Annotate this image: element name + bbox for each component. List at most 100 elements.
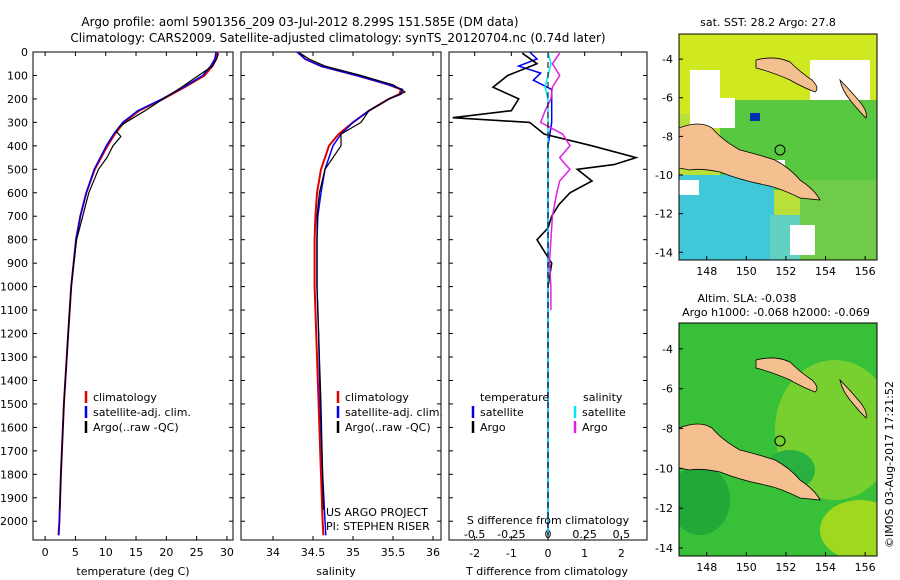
- depth-tick-label: 700: [7, 210, 28, 223]
- depth-tick-label: 1300: [0, 351, 28, 364]
- depth-tick-label: 0: [21, 46, 28, 59]
- depth-tick-label: 1200: [0, 328, 28, 341]
- map-x-tick-label: 148: [696, 561, 717, 574]
- legend-label-s-argo: Argo: [582, 421, 608, 434]
- depth-tick-label: 400: [7, 140, 28, 153]
- x-tick-label: 35.5: [381, 546, 406, 559]
- sst-cloud-mask: [690, 98, 735, 128]
- sla-map-frame: [678, 322, 878, 557]
- salinity-xlabel: salinity: [316, 565, 356, 578]
- land-mass: [755, 57, 818, 93]
- x-tick-label: 2: [618, 547, 625, 560]
- salinity-legend: climatology satellite-adj. clim. Argo(..…: [336, 391, 443, 434]
- salinity-x-axis: 34 34.5 35 35.5 36: [266, 52, 440, 559]
- depth-tick-label: 600: [7, 187, 28, 200]
- land-mass: [839, 78, 867, 119]
- salinity-difference-axis: -0.5-0.2500.250.5: [464, 528, 630, 541]
- salinity-series: [296, 52, 406, 536]
- sla-high-anomaly: [820, 500, 877, 556]
- depth-tick-label: 300: [7, 116, 28, 129]
- map-x-tick-label: 152: [775, 265, 796, 278]
- figure-title-line1: Argo profile: aoml 5901356_209 03-Jul-20…: [81, 15, 518, 29]
- sst-cloud-mask: [690, 70, 720, 100]
- series-line-climatology: [57, 52, 219, 536]
- legend-label-climatology: climatology: [93, 391, 157, 404]
- x-tick-label: 34: [266, 546, 280, 559]
- x-tick-label: 35: [346, 546, 360, 559]
- depth-tick-label: 1500: [0, 398, 28, 411]
- x-tick-label: -2: [469, 547, 480, 560]
- legend-header-temperature: temperature: [480, 391, 549, 404]
- x-tick-label: -1: [506, 547, 517, 560]
- sst-cold-pixel: [750, 113, 760, 121]
- legend-label-satellite: satellite-adj. clim.: [345, 406, 443, 419]
- sla-map-title-line1: Altim. SLA: -0.038: [697, 292, 796, 305]
- argo-position-marker: [774, 144, 786, 156]
- legend-label-climatology: climatology: [345, 391, 409, 404]
- depth-tick-label: 1100: [0, 304, 28, 317]
- map-y-tick-label: -4: [662, 53, 673, 66]
- map-y-tick-label: -14: [655, 246, 673, 259]
- sla-map-title-line2: Argo h1000: -0.068 h2000: -0.069: [682, 306, 870, 319]
- sla-map-axes: 148 150 152 154 156 -4 -6 -8 -10 -12 -14: [655, 343, 876, 574]
- legend-label-argo: Argo(..raw -QC): [345, 421, 431, 434]
- map-x-tick-label: 154: [815, 265, 836, 278]
- series-line-argo-raw-qc-: [299, 52, 406, 510]
- temperature-x-axis: 0 5 10 15 20 25 30: [42, 52, 234, 559]
- x-tick-label: 36: [426, 546, 440, 559]
- sla-low-anomaly: [679, 465, 730, 535]
- depth-tick-label: 1400: [0, 374, 28, 387]
- x-tick-label: 15: [129, 546, 143, 559]
- map-y-tick-label: -12: [655, 208, 673, 221]
- x-tick-label: 0: [42, 546, 49, 559]
- s-difference-tick-label: -0.5: [464, 528, 485, 541]
- map-y-tick-label: -10: [655, 169, 673, 182]
- map-x-tick-label: 150: [736, 265, 757, 278]
- difference-legend-salinity: salinity satellite Argo: [573, 391, 626, 434]
- map-x-tick-label: 156: [855, 561, 876, 574]
- sla-map-image: [679, 323, 877, 556]
- series-line-t-satellite: [516, 52, 553, 536]
- depth-tick-label: 200: [7, 93, 28, 106]
- x-tick-label: 25: [190, 546, 204, 559]
- x-tick-label: 5: [72, 546, 79, 559]
- legend-label-satellite: satellite-adj. clim.: [93, 406, 191, 419]
- series-line-satellite-adj-clim-: [296, 52, 404, 536]
- s-difference-tick-label: 0.25: [572, 528, 597, 541]
- depth-axis: 0 100 200 300 400 500 600 700 800 900 1000 1100 1200…: [0, 46, 647, 528]
- map-x-tick-label: 150: [736, 561, 757, 574]
- x-tick-label: 0: [545, 547, 552, 560]
- sst-map-axes: 148 150 152 154 156 -4 -6 -8 -10 -12 -14: [655, 53, 876, 278]
- temperature-legend: climatology satellite-adj. clim. Argo(..…: [84, 391, 191, 434]
- series-line-satellite-adj-clim-: [58, 52, 217, 536]
- depth-tick-label: 1000: [0, 281, 28, 294]
- figure-title-line2: Climatology: CARS2009. Satellite-adjuste…: [70, 31, 605, 45]
- sst-map-title: sat. SST: 28.2 Argo: 27.8: [700, 16, 836, 29]
- land-mass: [679, 423, 821, 501]
- difference-legend-temperature: temperature satellite Argo: [471, 391, 549, 434]
- land-mass: [679, 123, 821, 201]
- depth-tick-label: 1800: [0, 468, 28, 481]
- map-y-tick-label: -6: [662, 92, 673, 105]
- s-difference-label: S difference from climatology: [467, 514, 630, 527]
- legend-header-salinity: salinity: [583, 391, 623, 404]
- legend-label-s-satellite: satellite: [582, 406, 626, 419]
- depth-tick-label: 800: [7, 234, 28, 247]
- x-tick-label: 20: [159, 546, 173, 559]
- depth-tick-label: 900: [7, 257, 28, 270]
- sst-map-image: [679, 34, 877, 260]
- series-line-argo-raw-qc-: [59, 53, 220, 510]
- depth-tick-label: 2000: [0, 515, 28, 528]
- difference-xlabel: T difference from climatology: [465, 565, 628, 578]
- x-tick-label: 30: [220, 546, 234, 559]
- series-line-s-argo: [539, 52, 572, 311]
- series-line-t-argo: [452, 52, 639, 287]
- s-difference-tick-label: -0.25: [497, 528, 525, 541]
- depth-tick-label: 1700: [0, 445, 28, 458]
- sst-map-frame: [678, 33, 878, 261]
- map-y-tick-label: -8: [662, 423, 673, 436]
- credit-text: ©IMOS 03-Aug-2017 17:21:52: [883, 381, 896, 548]
- x-tick-label: 34.5: [301, 546, 326, 559]
- s-difference-tick-label: 0.5: [613, 528, 631, 541]
